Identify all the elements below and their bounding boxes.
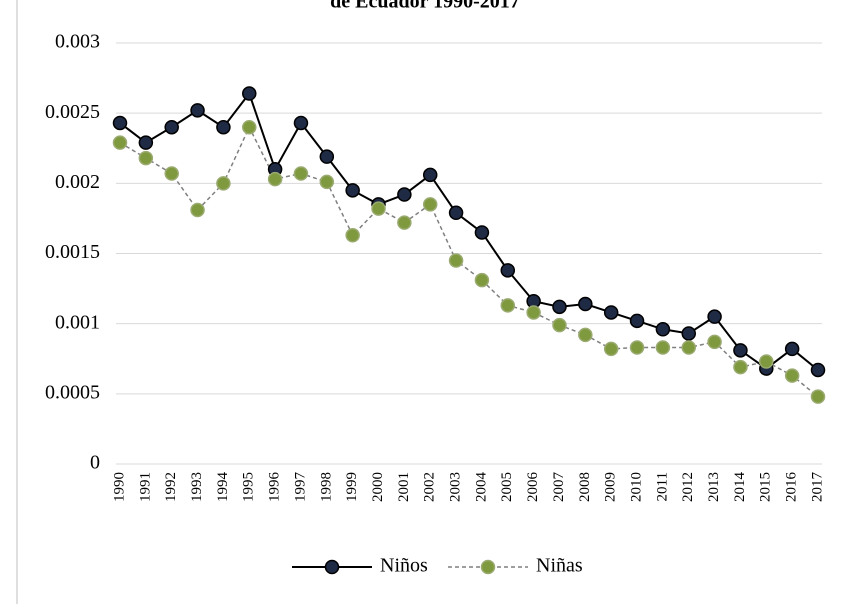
data-point (448, 253, 464, 268)
data-point (552, 317, 567, 333)
data-point (242, 119, 257, 135)
y-tick-label: 0.003 (55, 31, 100, 53)
x-tick-label: 2006 (525, 472, 541, 503)
data-point (112, 135, 128, 150)
x-tick-label: 2000 (370, 472, 386, 502)
y-tick-label: 0 (90, 452, 100, 474)
x-tick-label: 2002 (422, 472, 438, 502)
data-point (422, 197, 438, 212)
chart-frame (16, 0, 18, 604)
data-point (319, 149, 335, 164)
data-point (190, 202, 205, 218)
data-point (293, 166, 309, 181)
x-tick-label: 1996 (267, 472, 283, 503)
data-point (448, 205, 464, 221)
data-point (138, 150, 154, 166)
x-tick-label: 2008 (577, 472, 593, 502)
x-tick-label: 1994 (215, 472, 231, 503)
x-tick-label: 2003 (448, 472, 464, 502)
data-point (733, 343, 748, 358)
x-tick-label: 2017 (809, 472, 825, 503)
y-tick-label: 0.0005 (45, 381, 100, 403)
data-point (474, 225, 490, 240)
data-point (293, 115, 309, 131)
legend-label: Niñas (536, 555, 583, 577)
data-point (552, 299, 567, 315)
x-tick-label: 2009 (603, 472, 619, 502)
data-point (733, 359, 748, 375)
x-tick-label: 2012 (680, 472, 696, 502)
data-point (810, 362, 826, 378)
data-point (371, 201, 386, 216)
data-point (629, 340, 645, 355)
data-point (319, 174, 335, 190)
x-tick-label: 2016 (784, 472, 800, 503)
data-point (707, 334, 722, 350)
x-tick-label: 1998 (318, 472, 334, 502)
x-tick-label: 2004 (473, 472, 489, 503)
data-point (681, 340, 696, 355)
data-point (784, 341, 800, 357)
data-point (422, 167, 438, 183)
y-tick-label: 0.0025 (45, 101, 100, 123)
data-point (216, 176, 231, 191)
series-line (119, 125, 819, 398)
data-point (267, 171, 283, 187)
data-point (629, 313, 645, 329)
x-tick-label: 1990 (111, 472, 127, 502)
x-tick-label: 1999 (344, 472, 360, 502)
data-point (345, 228, 360, 243)
x-tick-label: 2014 (732, 472, 748, 503)
legend-label: Niños (380, 555, 428, 577)
x-tick-label: 2011 (654, 472, 670, 501)
data-point (397, 215, 412, 230)
x-tick-label: 2007 (551, 472, 567, 503)
x-tick-label: 1991 (137, 472, 153, 502)
data-point (138, 135, 154, 150)
data-point (164, 166, 179, 181)
data-point (578, 327, 593, 343)
data-point (216, 119, 231, 135)
x-tick-label: 2015 (758, 472, 774, 502)
data-point (190, 103, 205, 118)
data-point (526, 305, 541, 320)
x-tick-label: 2001 (396, 472, 412, 502)
x-tick-label: 2010 (628, 472, 644, 502)
data-point (500, 263, 516, 278)
data-point (810, 389, 826, 404)
y-tick-label: 0.001 (55, 311, 100, 333)
data-point (500, 298, 516, 313)
data-point (578, 296, 593, 312)
data-point (242, 86, 257, 101)
data-point (759, 354, 774, 369)
data-point (655, 340, 671, 355)
data-point (707, 309, 722, 324)
series-line (119, 91, 819, 371)
x-tick-label: 2005 (499, 472, 515, 502)
legend-marker (324, 559, 340, 575)
x-tick-label: 2013 (706, 472, 722, 502)
x-tick-label: 1993 (189, 472, 205, 502)
y-tick-label: 0.002 (55, 171, 100, 193)
data-point (474, 272, 490, 288)
data-point (784, 368, 800, 383)
legend-marker (480, 559, 496, 575)
x-tick-label: 1995 (241, 472, 257, 502)
data-point (345, 183, 360, 198)
x-tick-label: 1992 (163, 472, 179, 502)
data-point (603, 305, 619, 320)
data-point (112, 115, 128, 131)
chart-title: de Ecuador 1990-2017 (330, 0, 520, 13)
data-point (655, 322, 671, 337)
data-point (164, 119, 179, 135)
data-point (603, 341, 619, 357)
data-point (397, 187, 412, 202)
y-tick-label: 0.0015 (45, 241, 100, 263)
data-point (681, 326, 696, 341)
x-tick-label: 1997 (292, 472, 308, 503)
